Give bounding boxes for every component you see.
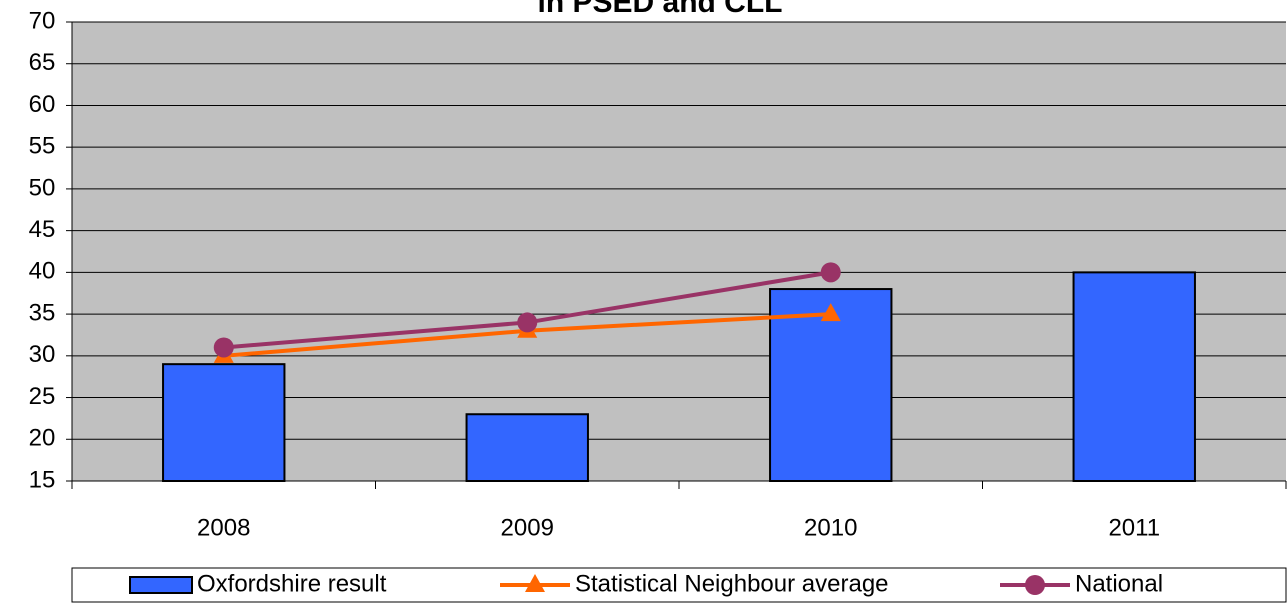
bar: [162, 363, 286, 482]
y-tick-label: 20: [29, 425, 56, 452]
y-tick-label: 30: [29, 341, 56, 368]
legend-swatch: [129, 576, 193, 594]
legend-label: National: [1075, 570, 1163, 597]
x-tick-label: 2008: [197, 514, 250, 541]
y-tick-label: 40: [29, 258, 56, 285]
legend-label: Statistical Neighbour average: [575, 570, 889, 597]
legend-marker: [525, 574, 545, 592]
marker: [213, 337, 234, 358]
marker: [820, 303, 841, 322]
y-tick-label: 35: [29, 299, 56, 326]
y-tick-label: 15: [29, 466, 56, 493]
legend-box: [71, 567, 1287, 603]
bar: [1072, 271, 1196, 483]
legend-marker: [1025, 575, 1045, 595]
x-tick-label: 2011: [1108, 514, 1160, 541]
legend-label: Oxfordshire result: [197, 570, 387, 597]
chart-title: in PSED and CLL: [537, 0, 782, 19]
marker: [820, 262, 841, 283]
y-tick-label: 60: [29, 91, 56, 118]
y-tick-label: 50: [29, 174, 56, 201]
x-tick-label: 2009: [501, 514, 554, 541]
y-tick-label: 70: [29, 7, 56, 34]
y-tick-label: 55: [29, 133, 56, 160]
y-tick-label: 45: [29, 216, 56, 243]
x-tick-label: 2010: [804, 514, 857, 541]
y-tick-label: 65: [29, 49, 56, 76]
marker: [517, 312, 538, 333]
bar: [465, 413, 589, 482]
y-tick-label: 25: [29, 383, 56, 410]
